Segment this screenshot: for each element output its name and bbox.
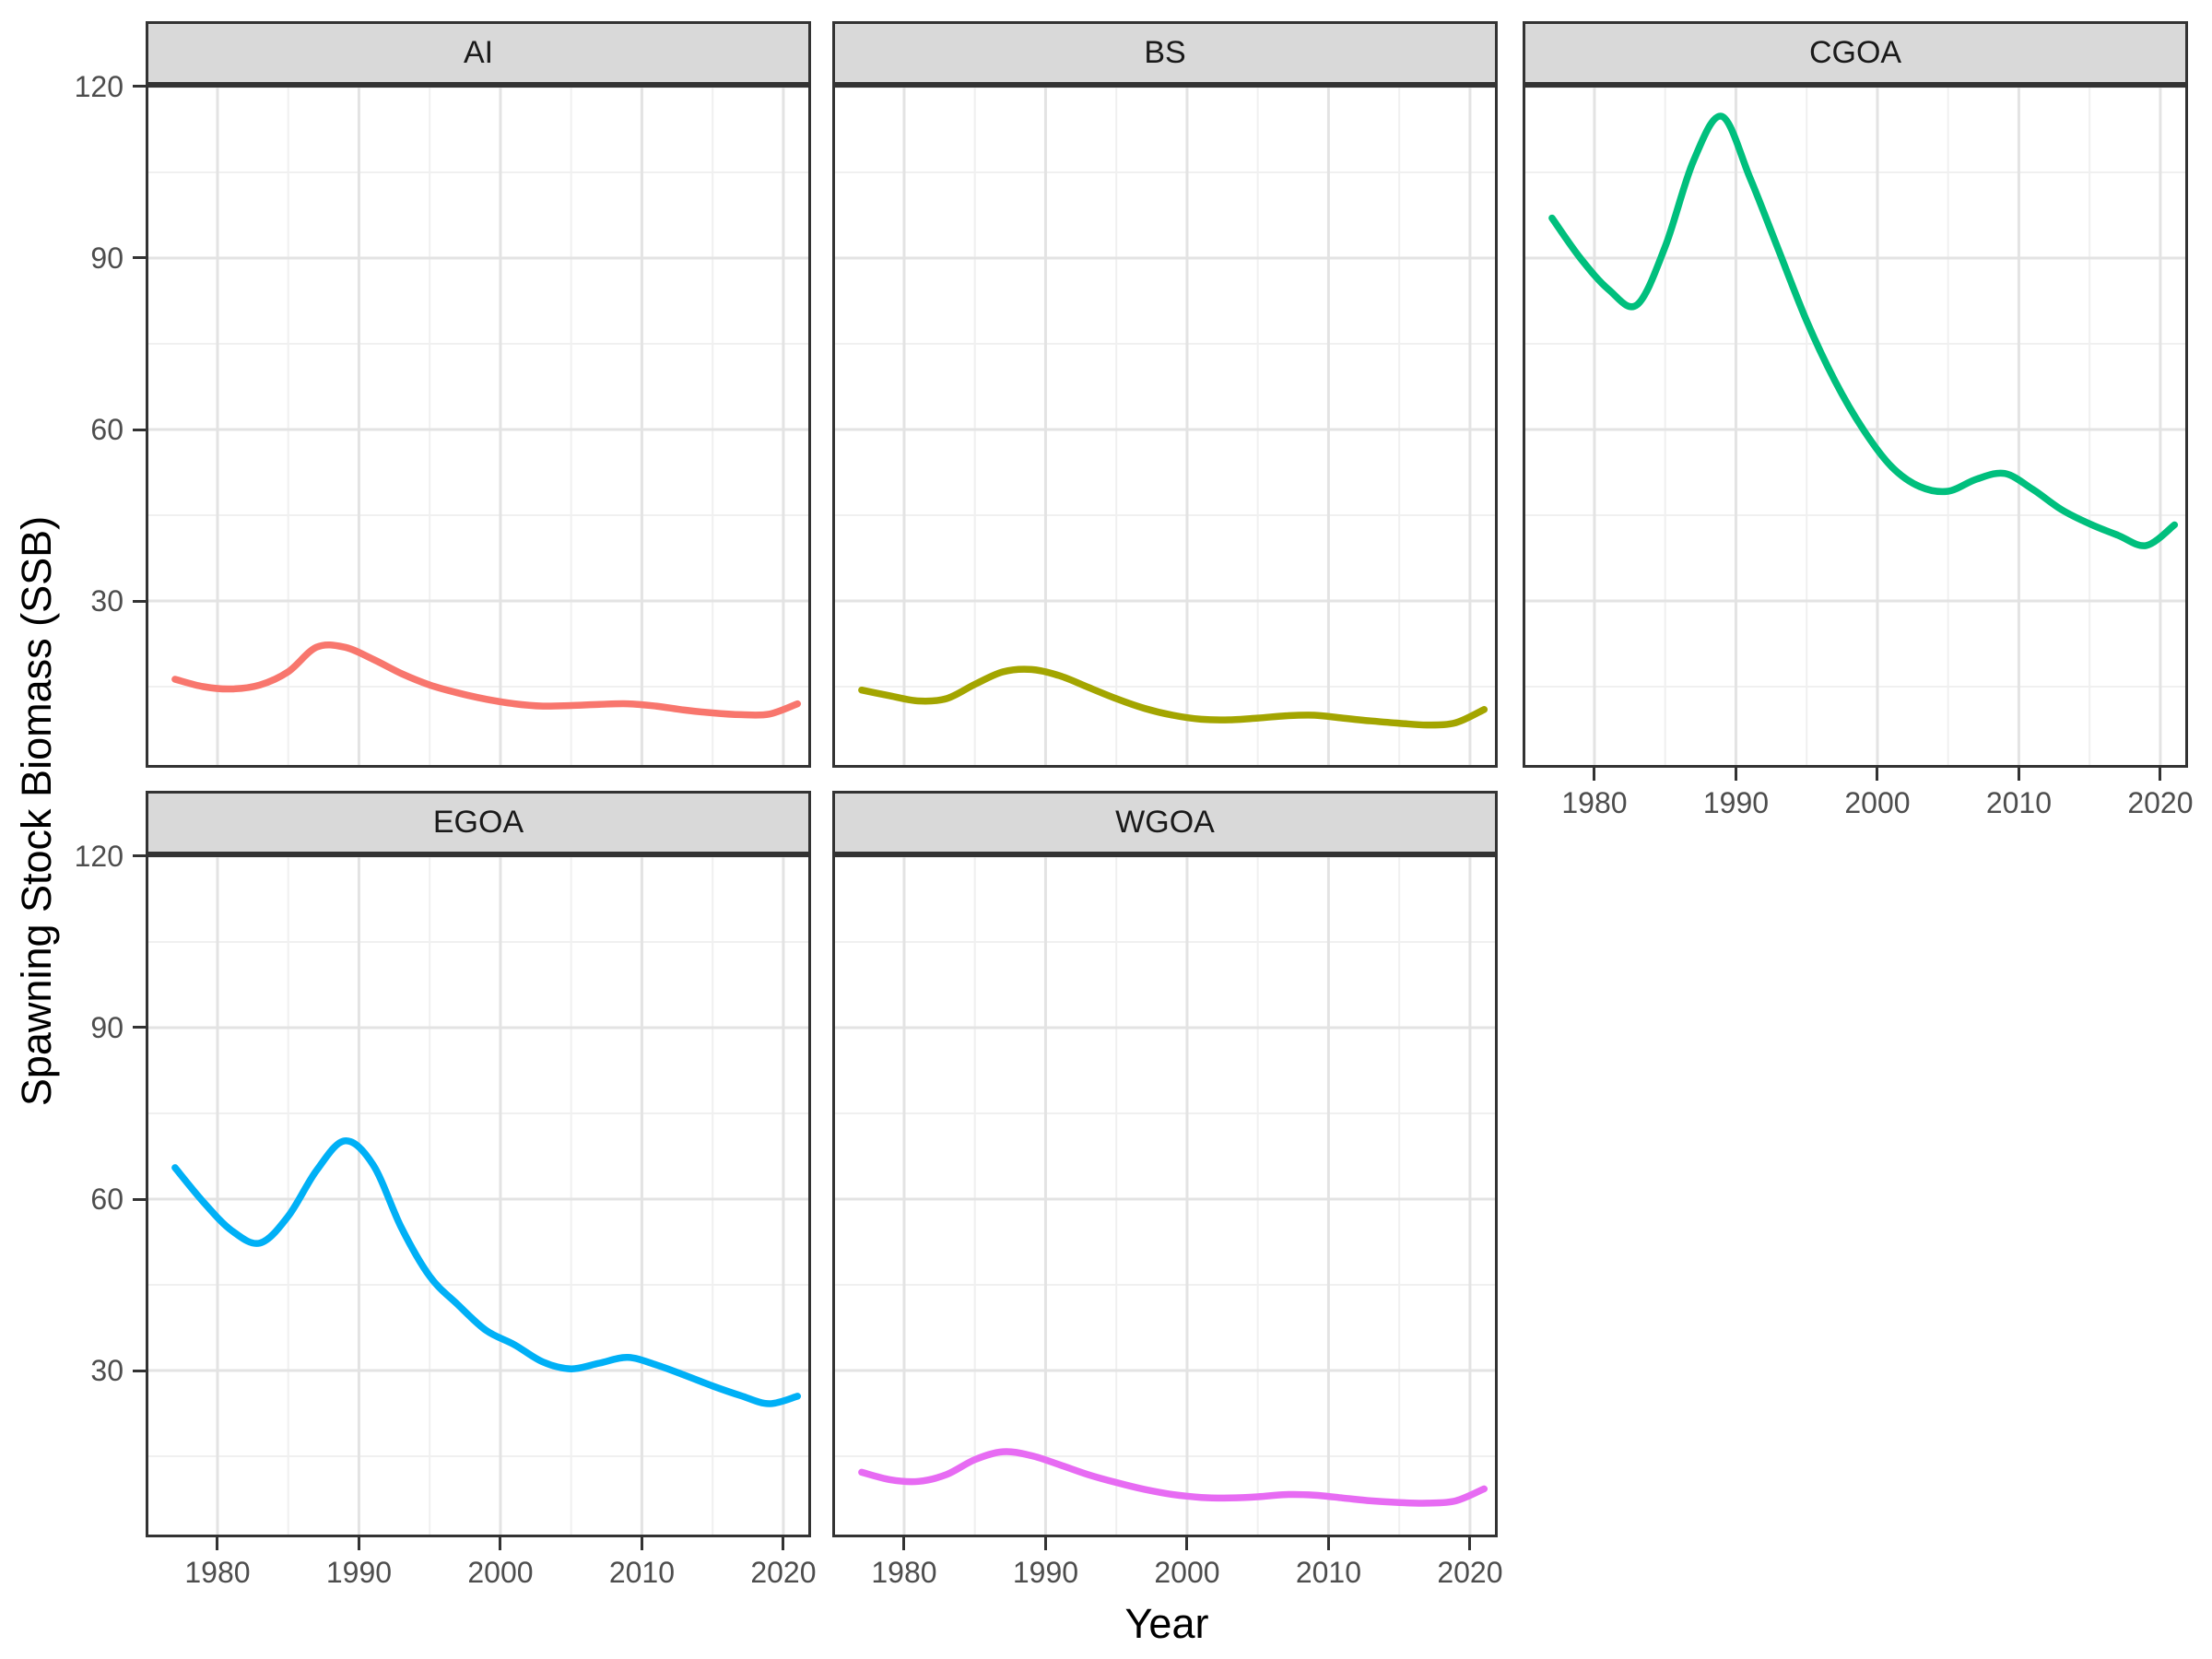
y-tick-mark — [133, 256, 146, 260]
facet-strip-ai: AI — [146, 21, 811, 85]
panel-plot-egoa — [146, 854, 811, 1537]
facet-strip-label-egoa: EGOA — [432, 805, 524, 840]
x-tick-mark — [782, 1537, 785, 1550]
x-tick-mark — [1326, 1537, 1330, 1550]
panel-background — [832, 854, 1498, 1537]
facet-panel-egoa: EGOA — [146, 791, 811, 1537]
x-tick-label: 2010 — [608, 1556, 676, 1589]
x-tick-mark — [1734, 768, 1737, 781]
x-tick-label: 1990 — [325, 1556, 393, 1589]
panel-border — [146, 854, 811, 1537]
panel-plot-bs — [832, 85, 1498, 768]
panel-border — [832, 85, 1498, 768]
facet-strip-cgoa: CGOA — [1523, 21, 2188, 85]
x-tick-label: 2010 — [1985, 786, 2053, 819]
x-tick-mark — [1185, 1537, 1189, 1550]
y-tick-label: 60 — [90, 1182, 124, 1216]
facet-panel-wgoa: WGOA — [832, 791, 1498, 1537]
x-tick-mark — [1593, 768, 1596, 781]
facet-strip-bs: BS — [832, 21, 1498, 85]
x-tick-label: 2000 — [1154, 1556, 1220, 1589]
ssb-trend-line-egoa — [171, 1137, 802, 1407]
panel-border — [146, 85, 811, 768]
facet-strip-label-wgoa: WGOA — [1115, 805, 1215, 840]
x-tick-mark — [902, 1537, 906, 1550]
x-tick-label: 2000 — [1844, 786, 1911, 819]
y-tick-mark — [133, 599, 146, 603]
x-tick-mark — [1876, 768, 1879, 781]
y-tick-mark — [133, 1026, 146, 1030]
y-tick-mark — [133, 1197, 146, 1201]
panel-background — [146, 85, 811, 768]
x-tick-label: 1980 — [871, 1556, 937, 1589]
x-tick-mark — [1043, 1537, 1047, 1550]
panel-plot-wgoa — [832, 854, 1498, 1537]
x-tick-label: 2020 — [1437, 1556, 1503, 1589]
x-tick-mark — [357, 1537, 360, 1550]
y-tick-label: 120 — [74, 839, 124, 873]
x-tick-label: 2010 — [1295, 1556, 1362, 1589]
x-tick-label: 2020 — [2127, 786, 2194, 819]
ssb-trend-line-ai — [171, 641, 802, 719]
panel-plot-cgoa — [1523, 85, 2188, 768]
ssb-trend-line-wgoa — [858, 1448, 1488, 1507]
gridlines-major — [146, 85, 811, 768]
facet-strip-wgoa: WGOA — [832, 791, 1498, 854]
facet-panel-ai: AI — [146, 21, 811, 768]
y-tick-label: 90 — [90, 241, 124, 275]
panel-background — [146, 854, 811, 1537]
facet-strip-label-cgoa: CGOA — [1808, 35, 1902, 70]
x-tick-label: 1980 — [184, 1556, 251, 1589]
ssb-trend-line-bs — [858, 665, 1488, 729]
x-tick-mark — [2159, 768, 2162, 781]
y-tick-label: 30 — [90, 584, 124, 618]
x-tick-mark — [216, 1537, 219, 1550]
gridlines-minor — [832, 85, 1498, 768]
ssb-trend-line-cgoa — [1548, 112, 2179, 549]
x-axis-title: Year — [1124, 1600, 1209, 1647]
gridlines-minor — [832, 854, 1498, 1537]
x-tick-label: 1990 — [1012, 1556, 1079, 1589]
x-tick-mark — [499, 1537, 502, 1550]
facet-strip-label-ai: AI — [463, 35, 494, 70]
facet-panel-bs: BS — [832, 21, 1498, 768]
facet-strip-egoa: EGOA — [146, 791, 811, 854]
facet-strip-label-bs: BS — [1144, 35, 1186, 70]
facet-panel-cgoa: CGOA — [1523, 21, 2188, 768]
panel-border — [1523, 85, 2188, 768]
y-tick-label: 120 — [74, 69, 124, 103]
y-tick-label: 90 — [90, 1010, 124, 1044]
x-tick-label: 1980 — [1561, 786, 1628, 819]
gridlines-major — [832, 854, 1498, 1537]
x-tick-mark — [2017, 768, 2020, 781]
x-tick-label: 1990 — [1702, 786, 1770, 819]
panel-background — [832, 85, 1498, 768]
x-tick-mark — [1468, 1537, 1472, 1550]
y-tick-mark — [133, 1369, 146, 1372]
y-tick-label: 60 — [90, 413, 124, 446]
y-tick-label: 30 — [90, 1354, 124, 1387]
x-tick-mark — [640, 1537, 643, 1550]
panel-background — [1523, 85, 2188, 768]
y-tick-mark — [133, 428, 146, 431]
y-tick-mark — [133, 854, 146, 858]
panel-plot-ai — [146, 85, 811, 768]
panel-border — [832, 854, 1498, 1537]
x-tick-label: 2020 — [750, 1556, 817, 1589]
x-tick-label: 2000 — [467, 1556, 534, 1589]
y-tick-mark — [133, 85, 146, 88]
